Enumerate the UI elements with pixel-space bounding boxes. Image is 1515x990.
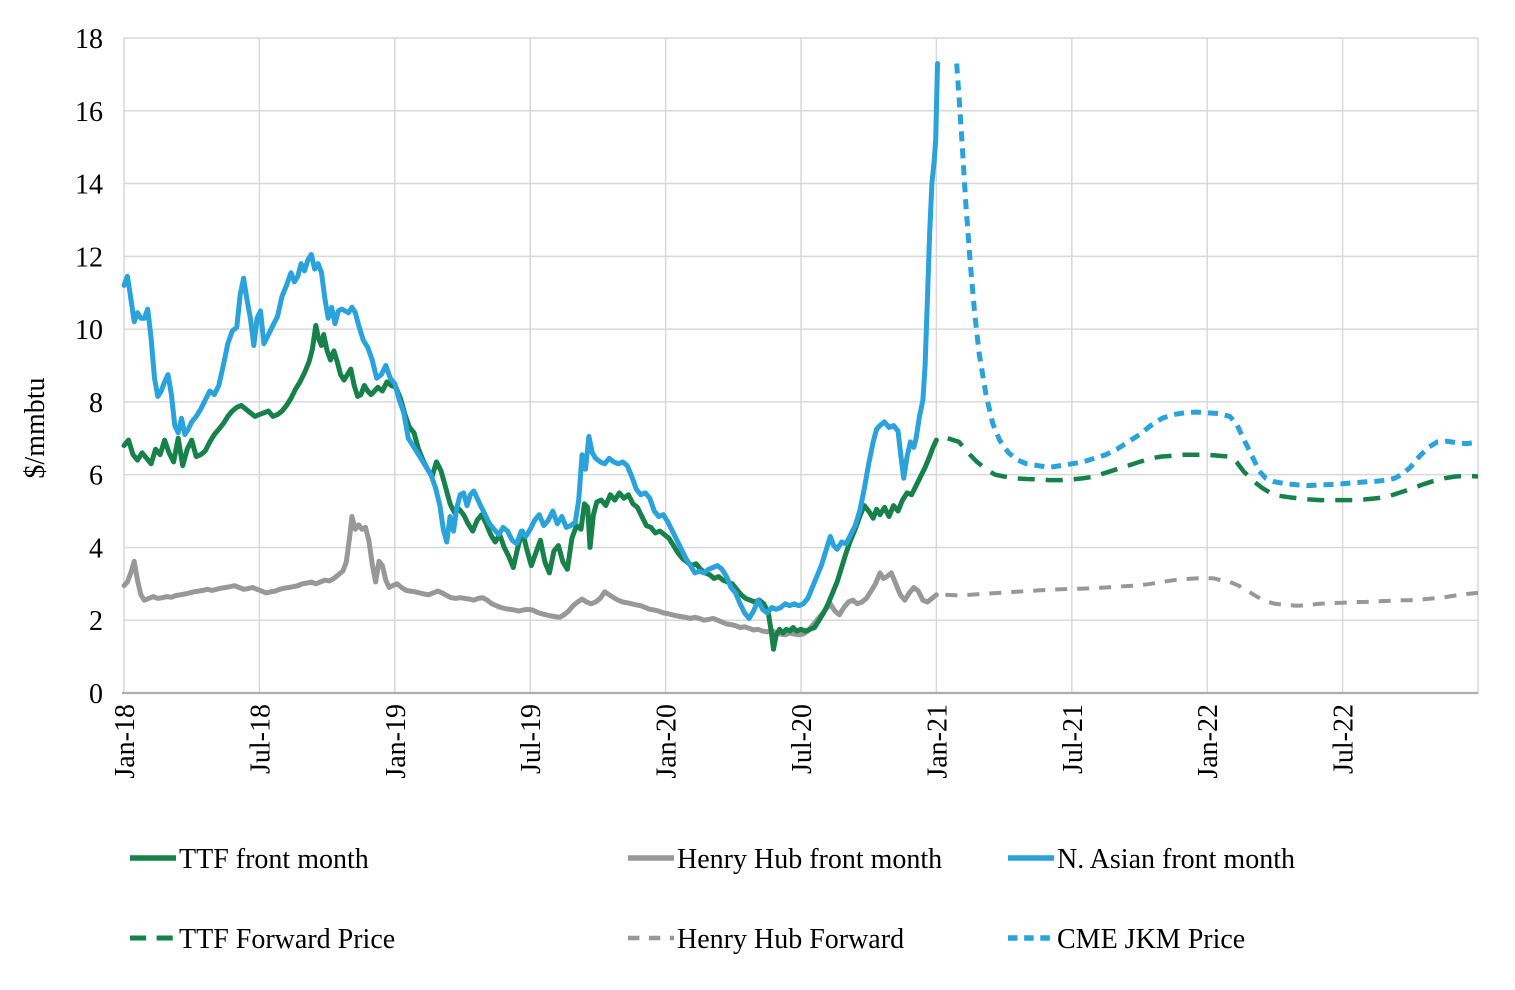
series-n-asian-front-month — [121, 61, 940, 621]
y-tick-label: 12 — [75, 242, 103, 273]
series-henry-hub-forward — [945, 576, 1479, 608]
x-tick-label: Jul-18 — [245, 704, 276, 774]
x-tick-label: Jan-20 — [652, 704, 683, 779]
legend-label-henry-hub-front-month: Henry Hub front month — [677, 844, 942, 875]
y-tick-label: 10 — [75, 315, 103, 346]
legend-item-ttf-forward-price: TTF Forward Price — [130, 924, 395, 955]
legend-label-cme-jkm-price: CME JKM Price — [1057, 924, 1245, 955]
series-cme-jkm-price — [954, 63, 1479, 489]
legend-item-ttf-front-month: TTF front month — [130, 844, 369, 875]
x-tick-label: Jan-19 — [381, 704, 412, 779]
series-ttf-front-month — [121, 323, 939, 652]
legend-item-n-asian-front-month: N. Asian front month — [1008, 844, 1295, 875]
y-tick-label: 2 — [89, 606, 103, 637]
y-tick-label: 14 — [75, 170, 103, 201]
series-henry-hub-front-month — [121, 514, 939, 638]
x-tick-label: Jan-21 — [922, 704, 953, 779]
y-tick-label: 0 — [89, 679, 103, 710]
series-ttf-forward-price — [947, 436, 1479, 503]
x-tick-label: Jul-21 — [1058, 704, 1089, 774]
x-tick-label: Jul-22 — [1329, 704, 1360, 774]
legend-label-henry-hub-forward: Henry Hub Forward — [677, 924, 904, 955]
y-tick-label: 8 — [89, 388, 103, 419]
y-tick-label: 6 — [89, 461, 103, 492]
y-tick-label: 4 — [89, 533, 103, 564]
x-tick-label: Jul-20 — [787, 704, 818, 774]
legend-label-ttf-forward-price: TTF Forward Price — [179, 924, 395, 955]
legend-label-n-asian-front-month: N. Asian front month — [1057, 844, 1295, 875]
y-axis-title: $/mmbtu — [20, 377, 51, 479]
legend-item-cme-jkm-price: CME JKM Price — [1008, 924, 1245, 955]
x-tick-label: Jan-18 — [110, 704, 141, 779]
legend-label-ttf-front-month: TTF front month — [179, 844, 369, 875]
x-tick-label: Jul-19 — [516, 704, 547, 774]
y-tick-label: 16 — [75, 97, 103, 128]
legend-item-henry-hub-front-month: Henry Hub front month — [628, 844, 942, 875]
y-tick-label: 18 — [75, 24, 103, 55]
x-tick-label: Jan-22 — [1193, 704, 1224, 779]
legend-item-henry-hub-forward: Henry Hub Forward — [628, 924, 904, 955]
